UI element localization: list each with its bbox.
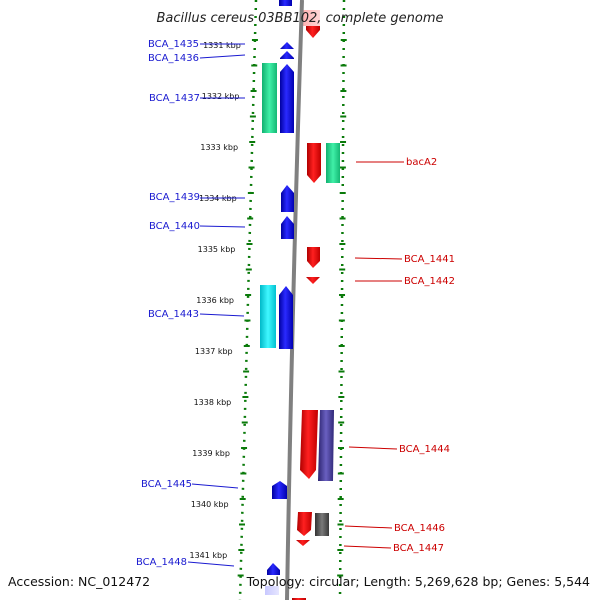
gene-bca-1443[interactable] xyxy=(279,286,293,349)
gene-gray-block[interactable] xyxy=(315,513,329,536)
label-bca-1436[interactable]: BCA_1436 xyxy=(148,53,199,64)
ruler-tick-label: 1337 kbp xyxy=(195,347,233,356)
gene-slate-block[interactable] xyxy=(318,410,334,481)
gene-bca-1435[interactable] xyxy=(280,42,294,49)
ruler-group xyxy=(237,0,347,600)
ruler-tick-label: 1331 kbp xyxy=(203,41,241,50)
gene-bca-1441[interactable] xyxy=(307,247,320,268)
gene-bca-1436[interactable] xyxy=(280,51,294,59)
label-bca-1442[interactable]: BCA_1442 xyxy=(404,276,455,287)
gene-bca-1448[interactable] xyxy=(267,563,280,575)
accession-text: Accession: NC_012472 xyxy=(8,574,150,589)
leader-bca-1448 xyxy=(187,561,235,567)
gene-bca-1442[interactable] xyxy=(306,277,320,284)
gene-cyan-block[interactable] xyxy=(260,285,276,348)
label-bca-1445[interactable]: BCA_1445 xyxy=(141,479,192,490)
label-bca-1447[interactable]: BCA_1447 xyxy=(393,543,444,554)
gene-bca-1440[interactable] xyxy=(281,216,294,239)
leader-line-group xyxy=(187,43,404,567)
gene-baca2[interactable] xyxy=(307,143,321,183)
gene-bca-1446[interactable] xyxy=(297,512,312,536)
gene-feature-group xyxy=(260,0,340,600)
gene-bca-1439[interactable] xyxy=(281,185,294,212)
label-bca-1448[interactable]: BCA_1448 xyxy=(136,557,187,568)
leader-bca-1444 xyxy=(348,446,398,450)
leader-bca-1436 xyxy=(199,54,246,59)
ruler-tick-label: 1338 kbp xyxy=(194,398,232,407)
gene-partial-top[interactable] xyxy=(279,0,292,6)
label-bca-1440[interactable]: BCA_1440 xyxy=(149,221,200,232)
leader-bca-1445 xyxy=(191,483,239,489)
leader-bca-1446 xyxy=(344,525,393,529)
genome-title: Bacillus cereus 03BB102, complete genome xyxy=(156,11,443,26)
ruler-tick-label: 1335 kbp xyxy=(198,245,236,254)
leader-bca-1440 xyxy=(199,225,246,228)
label-bca-1446[interactable]: BCA_1446 xyxy=(394,523,445,534)
gene-green-block-2[interactable] xyxy=(326,143,340,183)
label-bca-1444[interactable]: BCA_1444 xyxy=(399,444,450,455)
topology-text: Topology: circular; Length: 5,269,628 bp… xyxy=(246,574,590,589)
leader-bca-1441 xyxy=(354,257,403,260)
label-bca-1439[interactable]: BCA_1439 xyxy=(149,192,200,203)
ruler-tick-label: 1340 kbp xyxy=(191,500,229,509)
gene-partial-bottom[interactable] xyxy=(265,586,279,595)
ruler-tick-label: 1332 kbp xyxy=(202,92,240,101)
ruler-tick-label: 1336 kbp xyxy=(196,296,234,305)
backbone-line xyxy=(285,0,304,600)
right-label-group: bacA2 BCA_1441 BCA_1442 BCA_1444 BCA_144… xyxy=(393,157,455,554)
label-bca-1441[interactable]: BCA_1441 xyxy=(404,254,455,265)
label-baca2[interactable]: bacA2 xyxy=(406,157,437,168)
ruler-tick-label: 1341 kbp xyxy=(189,551,227,560)
gene-bca-1445[interactable] xyxy=(272,481,287,499)
title-highlight xyxy=(302,10,320,26)
label-bca-1443[interactable]: BCA_1443 xyxy=(148,309,199,320)
gene-partial-bottom-reverse[interactable] xyxy=(292,598,306,600)
leader-bca-1447 xyxy=(343,545,392,549)
leader-bca-1443 xyxy=(199,313,245,317)
gene-partial-top-reverse[interactable] xyxy=(306,26,320,38)
gene-bca-1444[interactable] xyxy=(300,410,318,479)
label-bca-1437[interactable]: BCA_1437 xyxy=(149,93,200,104)
left-label-group: BCA_1435 BCA_1436 BCA_1437 BCA_1439 BCA_… xyxy=(136,39,200,568)
ruler-tick-label: 1333 kbp xyxy=(200,143,238,152)
gene-bca-1437[interactable] xyxy=(280,64,294,133)
label-bca-1435[interactable]: BCA_1435 xyxy=(148,39,199,50)
gene-green-block-1[interactable] xyxy=(262,63,277,133)
ruler-tick-label: 1339 kbp xyxy=(192,449,230,458)
gene-bca-1447[interactable] xyxy=(296,540,310,546)
